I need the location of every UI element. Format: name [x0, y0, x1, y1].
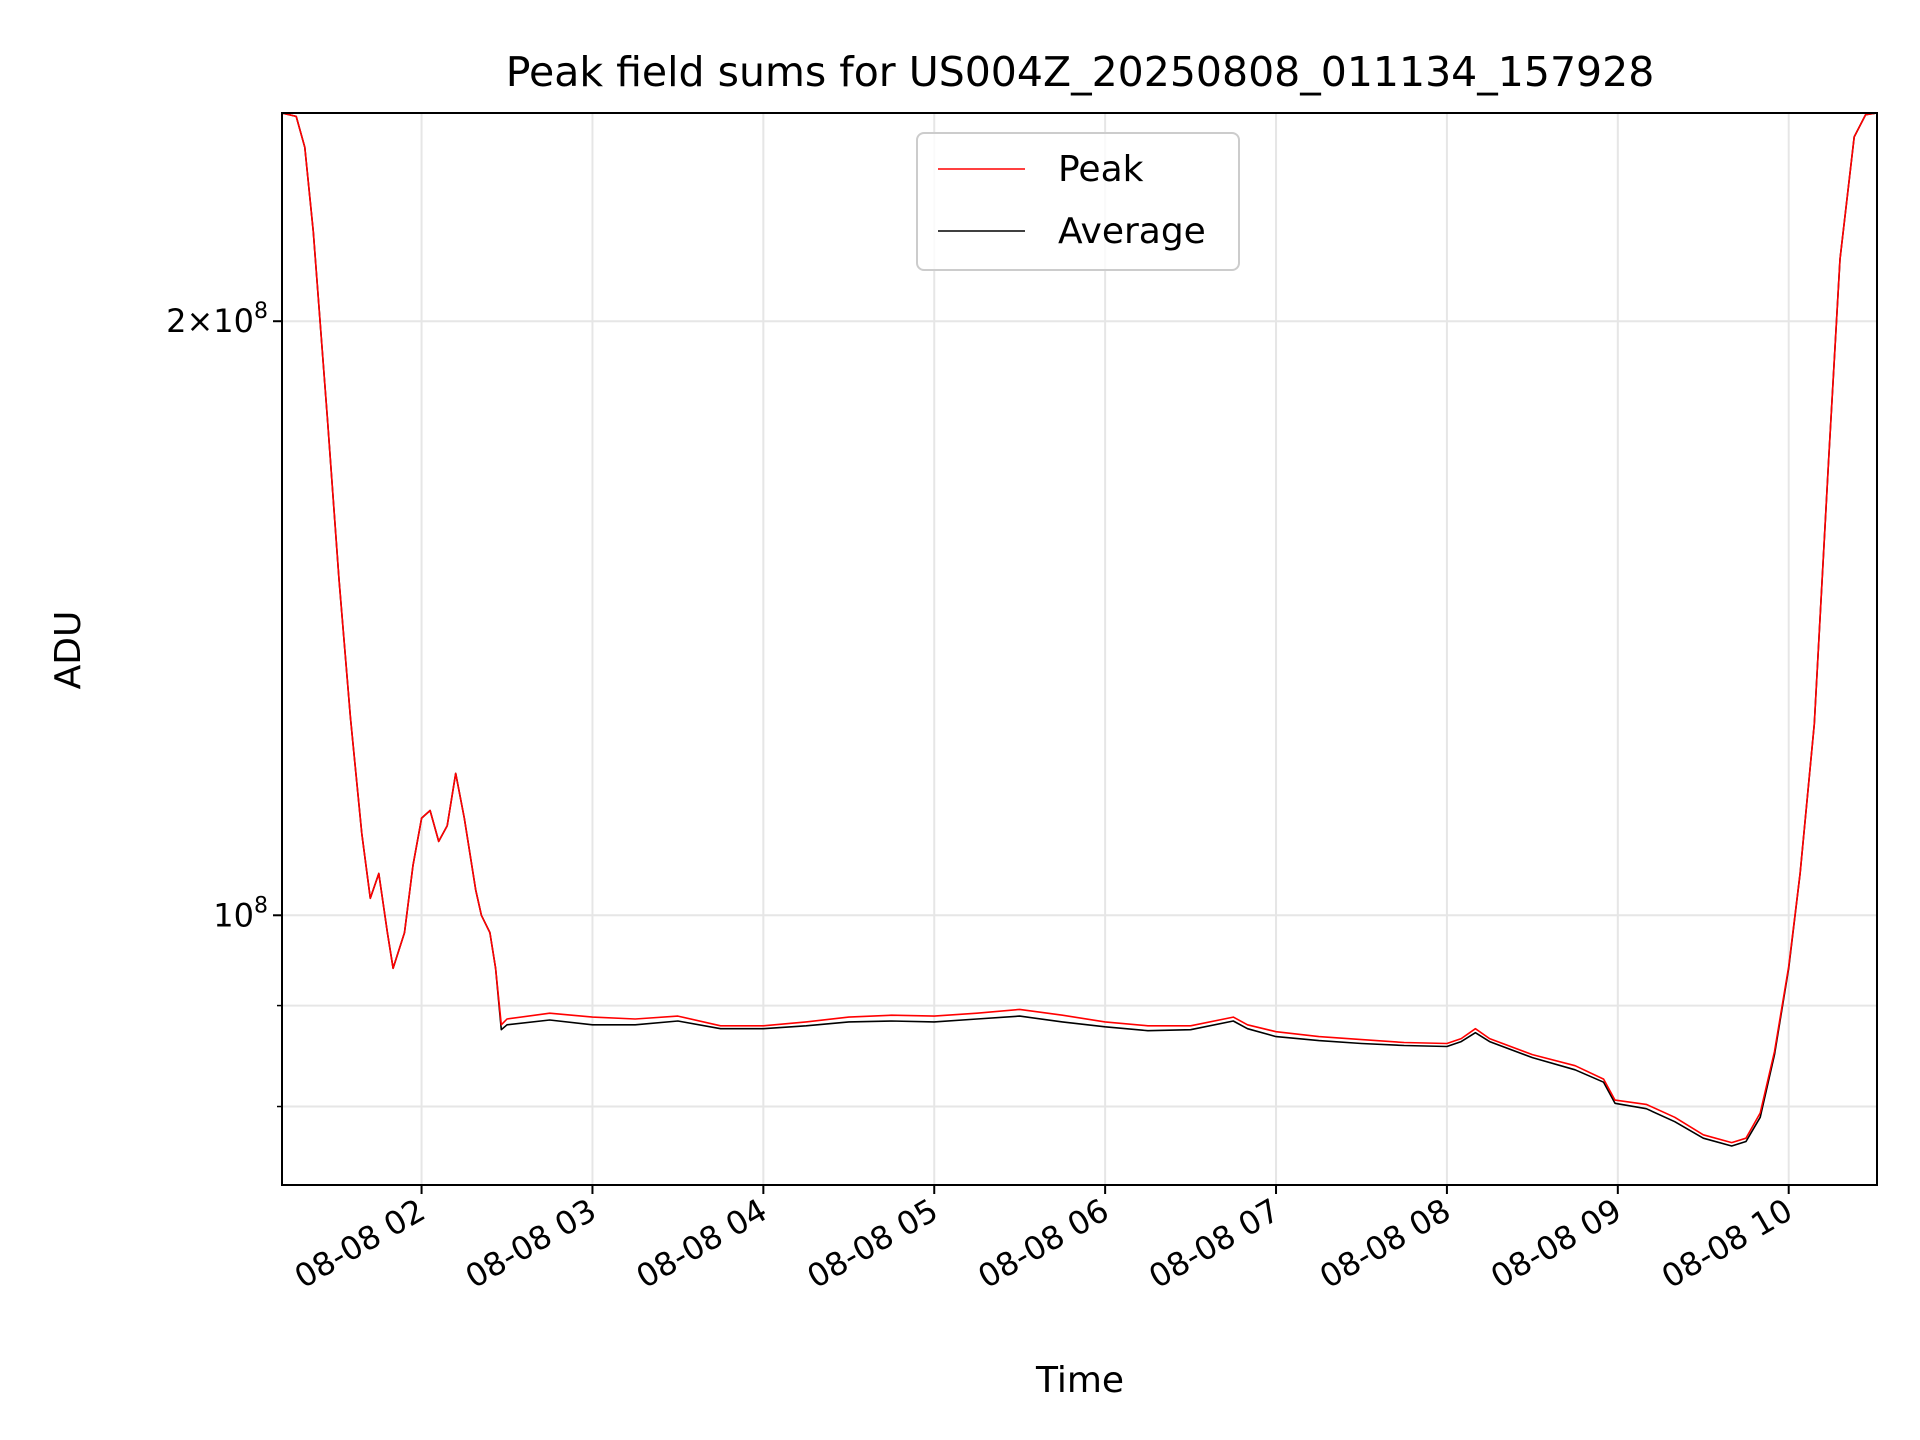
legend: Peak Average: [916, 132, 1240, 271]
y-tick-label: 108: [213, 893, 268, 934]
x-axis-label: Time: [1035, 1360, 1124, 1401]
y-axis-ticks: 108 2×108: [166, 299, 282, 1108]
series-line-peak: [282, 113, 1877, 1144]
legend-label-average: Average: [1058, 211, 1206, 252]
chart-title: Peak field sums for US004Z_20250808_0111…: [506, 48, 1655, 96]
plot-frame: [281, 112, 1878, 1186]
legend-box: [916, 132, 1240, 271]
legend-label-peak: Peak: [1058, 149, 1144, 190]
y-tick-label: 2×108: [166, 299, 268, 340]
grid: [282, 113, 1877, 1185]
series-layer: [282, 113, 1877, 1147]
y-axis-label: ADU: [48, 611, 89, 690]
